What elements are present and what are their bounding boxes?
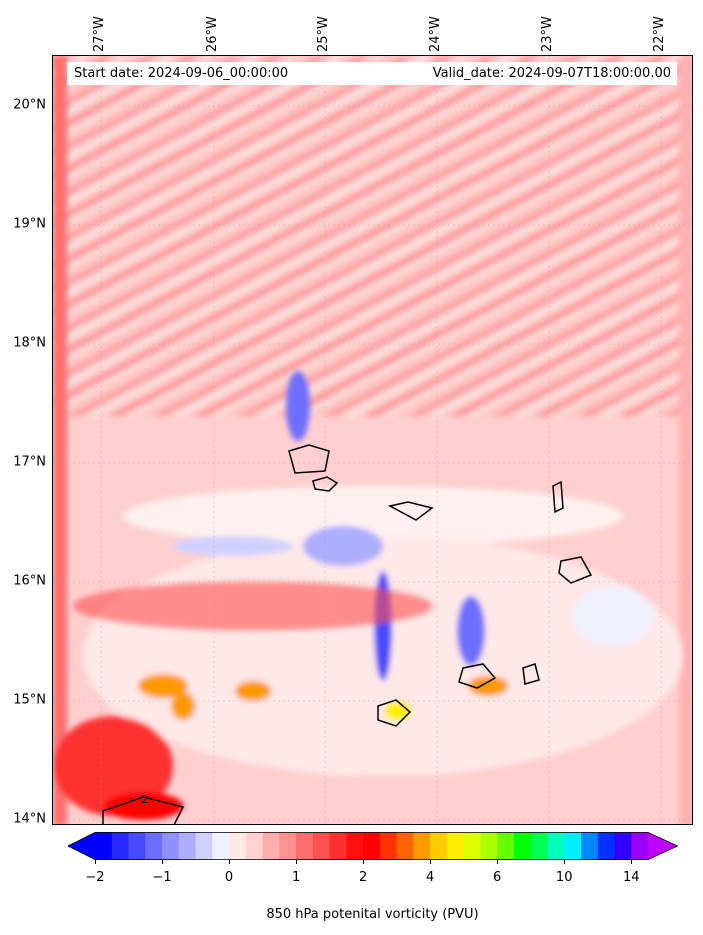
colorbar-tick-label: −2 (85, 870, 105, 885)
colorbar-label: 850 hPa potenital vorticity (PVU) (266, 907, 479, 922)
colorbar-segment (413, 832, 431, 860)
lat-label: 15°N (13, 692, 46, 708)
valid-date: Valid_date: 2024-09-07T18:00:00.00 (432, 66, 671, 81)
colorbar-segment (162, 832, 180, 860)
colorbar-segment (430, 832, 448, 860)
pv-anomalies (53, 56, 692, 824)
lat-label: 20°N (13, 97, 46, 113)
lon-label: 27°W (92, 16, 107, 52)
colorbar-tick-label: 2 (358, 870, 368, 885)
colorbar-tick (229, 860, 231, 864)
colorbar-segment (329, 832, 347, 860)
colorbar-tick-label: 1 (291, 870, 301, 885)
lon-label: 24°W (428, 16, 443, 52)
colorbar-segment (346, 832, 364, 860)
colorbar-tick (95, 860, 96, 864)
colorbar-segment (229, 832, 247, 860)
colorbar (68, 832, 678, 860)
colorbar-segment (446, 832, 465, 860)
lat-label: 18°N (13, 335, 46, 351)
info-box: Start date: 2024-09-06_00:00:00 Valid_da… (67, 62, 677, 85)
contour-label: 2 (141, 793, 148, 806)
colorbar-segment (312, 832, 331, 860)
colorbar-segment (262, 832, 280, 860)
colorbar-tick-label: 10 (555, 870, 573, 885)
colorbar-tick-label: −1 (152, 870, 172, 885)
colorbar-segment (497, 832, 515, 860)
colorbar-segment (547, 832, 565, 860)
colorbar-segment (128, 832, 146, 860)
colorbar-segment (513, 832, 532, 860)
coastlines (102, 444, 593, 824)
colorbar-segment (363, 832, 381, 860)
colorbar-tick-label: 14 (622, 870, 640, 885)
colorbar-tick (296, 860, 298, 864)
colorbar-segment (580, 832, 599, 860)
colorbar-tick (497, 860, 499, 864)
colorbar-segment (245, 832, 264, 860)
colorbar-segment (111, 832, 130, 860)
colorbar-tick (564, 860, 566, 864)
colorbar-segment (614, 832, 632, 860)
colorbar-under-extension (68, 832, 95, 860)
colorbar-segment (212, 832, 230, 860)
lat-label: 14°N (13, 811, 46, 827)
lat-label: 16°N (13, 573, 46, 589)
pv-map: 2 (52, 55, 693, 825)
lon-label: 25°W (316, 16, 331, 52)
colorbar-segment (480, 832, 498, 860)
colorbar-tick-label: 0 (224, 870, 234, 885)
colorbar-segment (379, 832, 398, 860)
colorbar-segment (195, 832, 213, 860)
colorbar-segment (564, 832, 582, 860)
lat-label: 17°N (13, 454, 46, 470)
colorbar-tick (363, 860, 365, 864)
colorbar-segment (396, 832, 414, 860)
colorbar-over-extension (648, 832, 678, 860)
start-date: Start date: 2024-09-06_00:00:00 (74, 66, 289, 81)
colorbar-tick (430, 860, 432, 864)
lon-label: 23°W (540, 16, 555, 52)
colorbar-tick-label: 6 (493, 870, 502, 885)
colorbar-segment (463, 832, 481, 860)
colorbar-segment (631, 832, 649, 860)
lon-label: 26°W (205, 16, 220, 52)
colorbar-segment (530, 832, 548, 860)
graticule (53, 56, 692, 824)
colorbar-tick (631, 860, 633, 864)
colorbar-segment (145, 832, 163, 860)
colorbar-segment (279, 832, 297, 860)
lat-label: 19°N (13, 216, 46, 232)
colorbar-segment (178, 832, 197, 860)
colorbar-segment (597, 832, 615, 860)
colorbar-tick-label: 4 (426, 870, 435, 885)
colorbar-segment (95, 832, 113, 860)
pv-field: 2 (53, 56, 692, 824)
colorbar-tick (162, 860, 164, 864)
lon-label: 22°W (652, 16, 667, 52)
colorbar-segment (296, 832, 314, 860)
